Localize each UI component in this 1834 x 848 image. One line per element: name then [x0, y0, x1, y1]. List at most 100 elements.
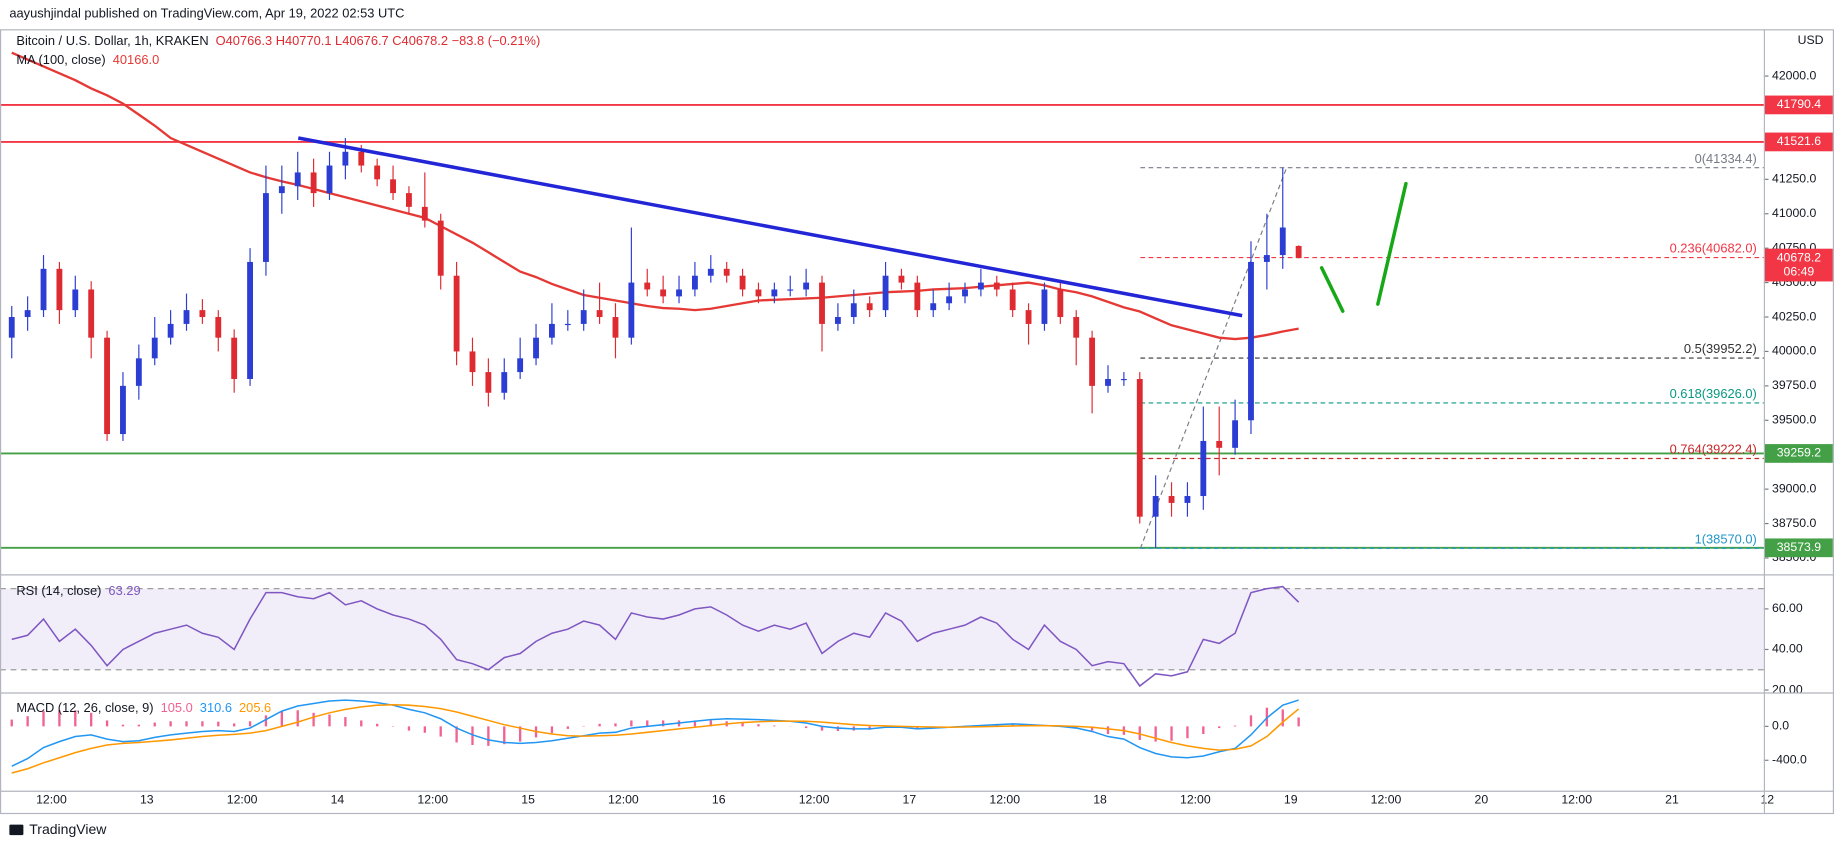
candle-body: [1041, 289, 1048, 324]
x-tick-label: 12:00: [227, 792, 258, 806]
candle-body: [1105, 378, 1111, 386]
price-label: 40678.2: [1777, 250, 1822, 264]
level-label: 41790.4: [1777, 97, 1822, 111]
candle-body: [437, 220, 444, 276]
candle-body: [739, 275, 746, 290]
candle-body: [723, 268, 730, 276]
candle-body: [533, 337, 539, 359]
candle-body: [1025, 310, 1032, 324]
candle-body: [1009, 289, 1016, 311]
x-tick-label: 19: [1284, 792, 1298, 806]
moving-average: [11, 51, 1299, 341]
candle-body: [580, 310, 587, 324]
candle-body: [771, 289, 778, 297]
price-countdown: 06:49: [1784, 264, 1815, 278]
candle-body: [676, 289, 682, 297]
level-label-box: [1764, 444, 1833, 463]
candle-body: [1152, 496, 1159, 517]
y-tick-label: 39500.0: [1772, 413, 1817, 427]
candle-body: [1089, 337, 1096, 386]
rsi-line: [11, 585, 1300, 688]
candle-body: [151, 337, 158, 359]
candle-body: [453, 275, 460, 352]
candle-body: [628, 282, 635, 338]
rsi-title: RSI (14, close): [16, 583, 101, 598]
rsi-legend: RSI (14, close) 63.29: [16, 583, 140, 598]
y-tick-label: 40.00: [1772, 642, 1803, 656]
candle-body: [88, 289, 95, 338]
candle-body: [993, 282, 1000, 290]
candle-body: [644, 282, 651, 290]
candle-body: [755, 289, 762, 297]
candle-body: [1120, 378, 1127, 381]
candle-body: [24, 310, 31, 318]
x-tick-label: 13: [140, 792, 154, 806]
level-label-box: [1764, 132, 1833, 152]
candle-body: [962, 289, 968, 297]
candle-body: [263, 193, 269, 262]
candle-body: [914, 282, 921, 311]
candle-body: [310, 172, 317, 194]
fib-diagonal: [1139, 167, 1288, 549]
candle-body: [390, 179, 396, 194]
candle-body: [215, 317, 222, 338]
candle-body: [231, 337, 238, 379]
level-label-box: [1764, 95, 1833, 115]
x-tick-label: 12:00: [989, 792, 1020, 806]
y-tick-label: 41000.0: [1772, 206, 1817, 220]
candle-body: [596, 310, 603, 318]
candle-body: [549, 323, 555, 338]
x-tick-label: 12:00: [799, 792, 830, 806]
x-tick-label: 12:00: [1180, 792, 1211, 806]
brand-logo: [9, 824, 24, 836]
candle-body: [819, 282, 825, 324]
candle-body: [8, 317, 15, 338]
candle-body: [183, 310, 190, 324]
candle-body: [135, 358, 142, 386]
candle-body: [421, 206, 428, 221]
candle-body: [612, 317, 619, 338]
fib-label: 0.764(39222.4): [1670, 442, 1757, 457]
currency: USD: [1798, 33, 1824, 47]
candle-body: [278, 186, 285, 194]
candle-body: [72, 289, 79, 311]
candle-body: [834, 317, 841, 324]
level-label: 38573.9: [1777, 540, 1822, 554]
candle-body: [501, 372, 508, 393]
candle-body: [167, 323, 174, 338]
candle-body: [1073, 317, 1080, 338]
candle-body: [1248, 261, 1254, 421]
candle-body: [1295, 245, 1302, 259]
candle-body: [294, 172, 301, 187]
frame: [0, 29, 1834, 815]
candle-body: [1168, 496, 1175, 503]
x-tick-label: 18: [1093, 792, 1107, 806]
level-label-box: [1764, 538, 1833, 558]
candle-body: [691, 275, 698, 290]
ohlc-legend: O40766.3 H40770.1 L40676.7 C40678.2 −83.…: [216, 33, 541, 48]
x-tick-label: 16: [712, 792, 726, 806]
candle-body: [930, 303, 937, 311]
macd-title: MACD (12, 26, close, 9): [16, 700, 153, 715]
candle-body: [406, 193, 412, 207]
candle-body: [40, 268, 47, 311]
candle-body: [485, 372, 492, 393]
fib-label: 1(38570.0): [1695, 532, 1757, 547]
symbol-title: Bitcoin / U.S. Dollar, 1h, KRAKEN: [16, 33, 208, 48]
y-tick-label: 39000.0: [1772, 481, 1817, 495]
y-tick-label: 38750.0: [1772, 516, 1817, 530]
candle-body: [787, 289, 794, 291]
brand: TradingView: [29, 821, 107, 837]
x-tick-label: 12: [1761, 792, 1775, 806]
macd-line: [11, 699, 1299, 767]
candle-body: [660, 289, 667, 297]
fib-label: 0.618(39626.0): [1670, 386, 1757, 401]
y-tick-label: 0.0: [1772, 719, 1789, 733]
candle-body: [104, 337, 110, 435]
logo-icon: [9, 824, 24, 836]
x-tick-label: 12:00: [1371, 792, 1402, 806]
x-tick-label: 20: [1475, 792, 1489, 806]
